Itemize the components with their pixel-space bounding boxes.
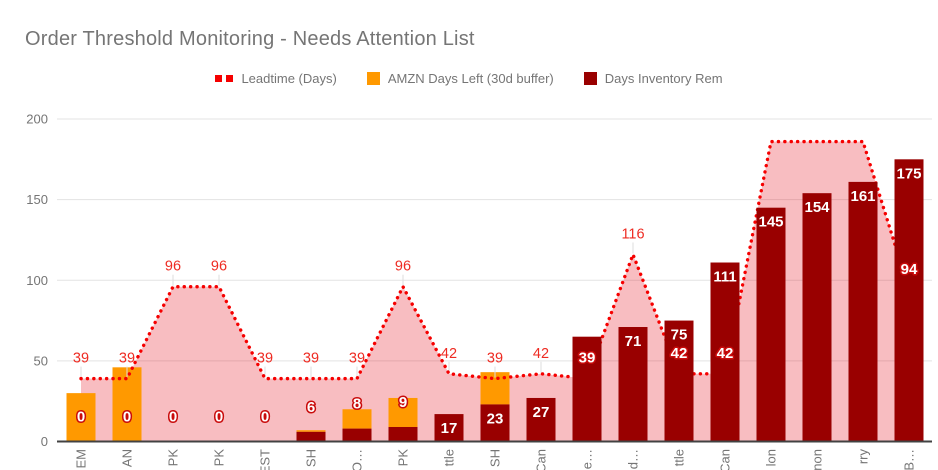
inventory-bar-label: 75 [671, 327, 688, 344]
x-axis-label: ttle [672, 449, 687, 466]
days-inventory-bar[interactable] [296, 431, 326, 442]
x-axis-label: EM [74, 449, 89, 469]
days-inventory-bar[interactable] [664, 320, 694, 442]
x-axis-label: SH [304, 449, 319, 467]
days-inventory-bar[interactable] [802, 193, 832, 442]
inventory-bar-label: 17 [441, 420, 458, 437]
leadtime-label: 39 [73, 351, 89, 367]
x-axis-label: Can [718, 449, 733, 470]
days-inventory-bar[interactable] [756, 207, 786, 442]
days-inventory-bar[interactable] [480, 404, 510, 442]
days-inventory-bar[interactable] [710, 262, 740, 442]
inventory-bar-label: 0 [261, 409, 269, 426]
x-axis-label: Can [534, 449, 549, 470]
inventory-bar-label: 0 [77, 409, 85, 426]
inventory-bar-label: 71 [625, 333, 642, 350]
y-axis-label: 0 [41, 434, 48, 449]
days-inventory-bar[interactable] [388, 426, 418, 442]
leadtime-label: 39 [579, 350, 596, 367]
leadtime-line[interactable] [79, 139, 911, 381]
inventory-bar-label: 161 [850, 188, 875, 205]
x-axis-label: d… [626, 449, 641, 469]
inventory-bar-label: 27 [533, 404, 550, 421]
days-inventory-bar[interactable] [434, 414, 464, 442]
inventory-bar-label: 6 [307, 399, 315, 416]
leadtime-label: 39 [303, 351, 319, 367]
amzn-days-left-bar[interactable] [296, 430, 326, 432]
legend-item-amzn-days-left: AMZN Days Left (30d buffer) [366, 71, 554, 86]
days-inventory-bar[interactable] [618, 327, 648, 442]
inventory-bar-label: 175 [896, 165, 921, 182]
legend-label: AMZN Days Left (30d buffer) [387, 71, 554, 86]
chart-legend: Leadtime (Days) AMZN Days Left (30d buff… [0, 71, 938, 86]
inventory-bar-label: 0 [169, 409, 177, 426]
x-axis-label: ttle [442, 449, 457, 466]
x-axis-label: rry [856, 449, 871, 465]
chart-title: Order Threshold Monitoring - Needs Atten… [25, 28, 475, 50]
x-axis-label: B… [902, 449, 917, 470]
x-axis-label: AN [120, 449, 135, 467]
amzn-days-left-bar[interactable] [66, 393, 96, 442]
x-axis-label: e… [580, 449, 595, 469]
y-axis-label: 150 [26, 192, 48, 207]
y-axis-label: 200 [26, 112, 48, 127]
x-axis-label: EST [258, 449, 273, 470]
days-inventory-bar[interactable] [848, 181, 878, 442]
x-axis-label: lon [764, 449, 779, 466]
x-axis-label: non [810, 449, 825, 470]
amzn-days-left-bar[interactable] [342, 409, 372, 429]
x-axis-label: SH [488, 449, 503, 467]
y-axis-label: 50 [34, 353, 48, 368]
leadtime-label: 96 [395, 259, 411, 275]
x-axis-label: PK [396, 449, 411, 467]
leadtime-label: 42 [533, 346, 549, 362]
days-inventory-bar[interactable] [894, 159, 924, 442]
y-axis-label: 100 [26, 273, 48, 288]
leadtime-label: 42 [441, 346, 457, 362]
inventory-bar-label: 145 [758, 214, 783, 231]
x-axis-label: PK [166, 449, 181, 467]
leadtime-label: 96 [211, 259, 227, 275]
days-inventory-bar[interactable] [572, 336, 602, 442]
leadtime-label: 116 [621, 226, 644, 242]
x-axis-label: O… [350, 449, 365, 470]
leadtime-label: 39 [487, 351, 503, 367]
inventory-bar-label: 23 [487, 410, 504, 427]
legend-label: Days Inventory Rem [604, 71, 723, 86]
leadtime-label: 39 [349, 351, 365, 367]
inventory-bar-label: 111 [713, 269, 736, 286]
days-inventory-bar[interactable] [342, 428, 372, 442]
x-axis-label: PK [212, 449, 227, 467]
leadtime-label: 39 [257, 351, 273, 367]
legend-item-leadtime: Leadtime (Days) [215, 71, 337, 86]
legend-label: Leadtime (Days) [241, 71, 337, 86]
leadtime-label: 94 [901, 261, 918, 278]
square-icon [366, 72, 380, 85]
square-icon [583, 72, 597, 85]
inventory-bar-label: 9 [399, 394, 407, 411]
leadtime-label: 42 [671, 345, 688, 362]
leadtime-label: 96 [165, 259, 181, 275]
dotted-line-icon [215, 75, 234, 82]
legend-item-days-inventory-rem: Days Inventory Rem [583, 71, 723, 86]
inventory-bar-label: 8 [353, 396, 361, 413]
leadtime-label: 39 [119, 351, 135, 367]
inventory-bar-label: 0 [215, 409, 223, 426]
inventory-bar-label: 0 [123, 409, 131, 426]
amzn-days-left-bar[interactable] [388, 397, 418, 427]
inventory-bar-label: 154 [804, 199, 830, 216]
leadtime-label: 42 [717, 345, 734, 362]
days-inventory-bar[interactable] [526, 397, 556, 442]
